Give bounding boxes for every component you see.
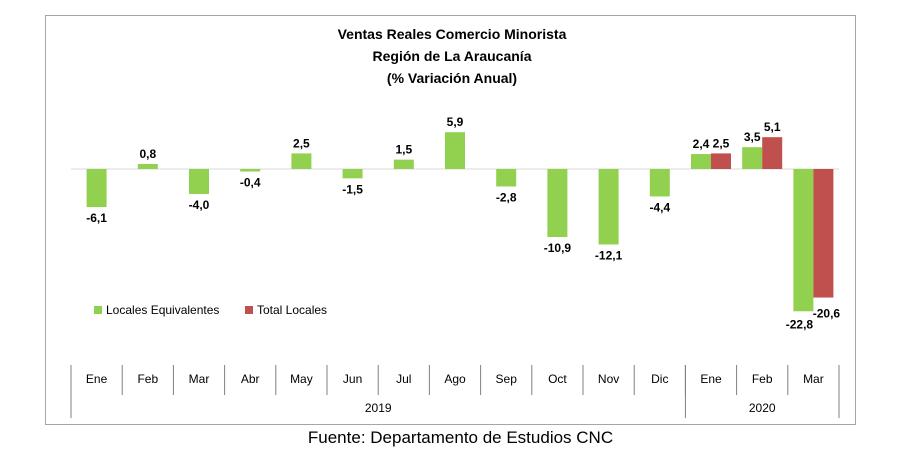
x-tick-label: Nov <box>598 372 619 386</box>
data-label: -22,8 <box>786 317 814 331</box>
legend-label-total-locales: Total Locales <box>257 303 327 317</box>
data-label: -4,0 <box>189 198 210 212</box>
x-tick-label: Mar <box>189 372 210 386</box>
data-label: 5,9 <box>447 115 464 129</box>
chart-title-line: Ventas Reales Comercio Minorista <box>338 26 567 42</box>
x-tick-label: Ene <box>700 372 722 386</box>
bar-locales-equivalentes <box>691 154 711 169</box>
bar-locales-equivalentes <box>649 169 670 197</box>
bar-locales-equivalentes <box>189 169 209 194</box>
bar-total-locales <box>762 137 783 169</box>
x-tick-label: Jul <box>396 372 411 386</box>
bar-total-locales <box>711 153 731 169</box>
data-label: -4,4 <box>649 200 670 214</box>
data-label: 2,5 <box>293 136 310 150</box>
chart-frame: Ventas Reales Comercio Minorista Región d… <box>45 15 856 425</box>
bar-locales-equivalentes <box>393 159 414 169</box>
bar-locales-equivalentes <box>86 169 107 208</box>
bar-locales-equivalentes <box>598 169 619 245</box>
x-tick-label: Sep <box>496 372 518 386</box>
data-label: -20,6 <box>813 307 841 321</box>
bar-chart: Ventas Reales Comercio Minorista Región d… <box>70 26 841 418</box>
x-tick-label: Oct <box>548 372 567 386</box>
x-tick-label: Abr <box>241 372 260 386</box>
bar-locales-equivalentes <box>291 153 312 169</box>
data-label: -12,1 <box>595 249 623 263</box>
x-tick-label: Jun <box>343 372 362 386</box>
source-note: Fuente: Departamento de Estudios CNC <box>307 428 614 447</box>
data-label: 2,4 <box>693 137 710 151</box>
data-label: 3,5 <box>744 130 761 144</box>
bar-locales-equivalentes <box>445 132 465 169</box>
x-tick-label: Dic <box>651 372 668 386</box>
data-label: -6,1 <box>86 211 107 225</box>
x-group-label: 2019 <box>365 401 392 415</box>
data-label: -2,8 <box>496 190 517 204</box>
x-tick-label: May <box>290 372 313 386</box>
x-tick-label: Ago <box>444 372 466 386</box>
legend-swatch-total-locales <box>245 306 253 314</box>
data-label: -10,9 <box>544 241 572 255</box>
x-group-label: 2020 <box>749 401 776 415</box>
x-tick-label: Mar <box>803 372 824 386</box>
x-tick-label: Feb <box>752 372 773 386</box>
data-label: -1,5 <box>342 182 363 196</box>
bar-locales-equivalentes <box>240 169 261 172</box>
legend-label-locales-equivalentes: Locales Equivalentes <box>106 303 219 317</box>
legend-swatch-locales-equivalentes <box>94 306 102 314</box>
data-label: -0,4 <box>240 175 261 189</box>
bar-locales-equivalentes <box>342 169 363 179</box>
chart-title-line: Región de La Araucanía <box>373 48 532 64</box>
bar-locales-equivalentes <box>547 169 568 238</box>
bar-locales-equivalentes <box>137 164 158 169</box>
bar-locales-equivalentes <box>793 169 814 312</box>
data-label: 1,5 <box>395 143 412 157</box>
bar-locales-equivalentes <box>496 169 517 187</box>
data-label: 0,8 <box>139 147 156 161</box>
data-label: 2,5 <box>713 136 730 150</box>
data-label: 5,1 <box>764 120 781 134</box>
x-tick-label: Feb <box>137 372 158 386</box>
bar-locales-equivalentes <box>742 147 763 169</box>
x-tick-label: Ene <box>86 372 108 386</box>
bar-total-locales <box>813 169 834 298</box>
chart-title-line: (% Variación Anual) <box>387 70 517 86</box>
